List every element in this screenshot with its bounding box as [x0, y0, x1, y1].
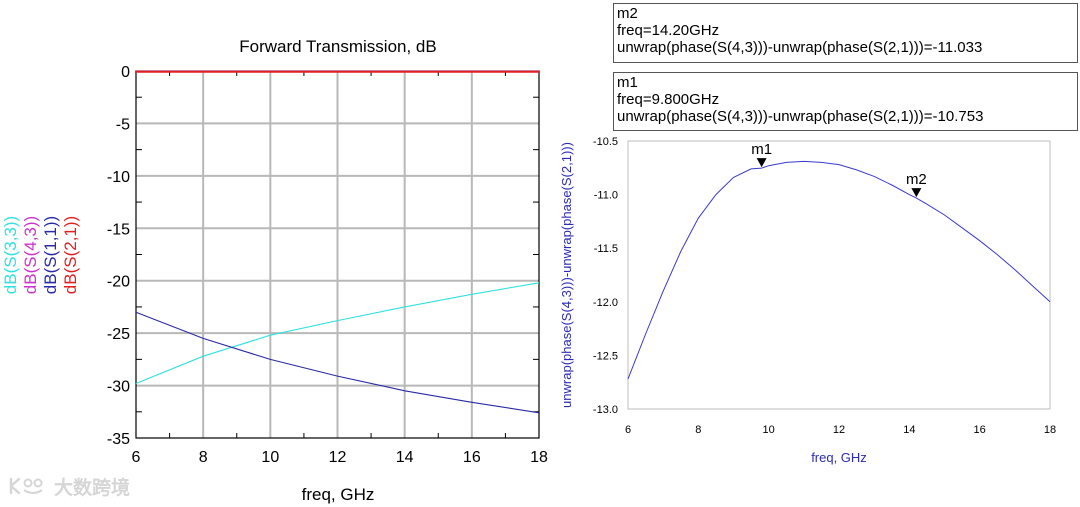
watermark: 大数跨境 — [8, 474, 131, 499]
left-x-axis-label: freq, GHz — [302, 485, 375, 504]
right-x-axis-label: freq, GHz — [811, 450, 867, 465]
series-line-dbs11 — [135, 311, 540, 414]
y-tick-label: -10 — [107, 169, 130, 186]
x-tick-label: 16 — [463, 449, 481, 466]
right-tick-labels: 6 8 10 12 14 16 18 -10.5 -11.0 -11.5 -12.0 -12.5 -13… — [593, 136, 1056, 436]
x-tick-label: 10 — [763, 424, 775, 436]
y-tick-label: -5 — [116, 116, 130, 133]
y-tick-label: -35 — [107, 431, 130, 448]
phase-difference-line — [627, 160, 1051, 380]
left-grid — [136, 71, 539, 438]
x-tick-label: 18 — [1044, 424, 1056, 436]
series-line-dbs33 — [135, 282, 540, 385]
marker-m2-triangle — [911, 188, 922, 198]
y-tick-label: -25 — [107, 326, 130, 343]
y-tick-label: -12.0 — [593, 297, 618, 309]
x-tick-label: 14 — [903, 424, 915, 436]
x-tick-label: 6 — [132, 449, 141, 466]
marker-name: m2 — [617, 5, 638, 22]
right-y-axis-label: unwrap(phase(S(4,3)))-unwrap(phase(S(2,1… — [559, 142, 574, 408]
marker-readout-m2: m2 freq=14.20GHz unwrap(phase(S(4,3)))-u… — [613, 3, 1078, 63]
marker-freq: freq=14.20GHz — [617, 22, 720, 39]
left-series — [135, 70, 540, 414]
y-axis-label-dbs33: dB(S(3,3)) — [1, 216, 20, 294]
left-y-axis-labels: dB(S(3,3)) dB(S(4,3)) dB(S(1,1)) dB(S(2,1)) — [1, 216, 80, 294]
y-tick-label: -20 — [107, 274, 130, 291]
y-axis-label-dbs11: dB(S(1,1)) — [41, 216, 60, 294]
marker-m1-label: m1 — [751, 141, 772, 158]
x-tick-label: 8 — [199, 449, 208, 466]
x-tick-label: 16 — [974, 424, 986, 436]
marker-name: m1 — [617, 74, 638, 91]
x-tick-label: 12 — [833, 424, 845, 436]
right-chart: 6 8 10 12 14 16 18 -10.5 -11.0 -11.5 -12.0 -12.5 -13… — [559, 136, 1056, 465]
y-tick-label: -12.5 — [593, 350, 618, 362]
left-chart-title: Forward Transmission, dB — [239, 37, 436, 56]
right-plot-frame — [627, 140, 1051, 410]
left-chart: Forward Transmission, dB 6 8 10 12 14 16 18 0 -5… — [1, 37, 548, 504]
y-axis-label-dbs21: dB(S(2,1)) — [61, 216, 80, 294]
right-markers: m1 m2 — [751, 141, 927, 198]
left-tick-labels: 6 8 10 12 14 16 18 0 -5 -10 -15 -20 -25 -30 -35 — [107, 64, 548, 466]
marker-freq: freq=9.800GHz — [617, 91, 720, 108]
y-tick-label: -11.5 — [594, 243, 618, 255]
x-tick-label: 8 — [695, 424, 701, 436]
x-tick-label: 18 — [530, 449, 548, 466]
marker-readout-m1: m1 freq=9.800GHz unwrap(phase(S(4,3)))-u… — [613, 72, 1078, 131]
y-tick-label: -30 — [107, 379, 130, 396]
x-tick-label: 6 — [625, 424, 631, 436]
y-tick-label: -11.0 — [594, 190, 618, 202]
x-tick-label: 12 — [329, 449, 347, 466]
y-axis-label-dbs43: dB(S(4,3)) — [21, 216, 40, 294]
marker-m1-triangle — [756, 158, 767, 168]
y-tick-label: -13.0 — [593, 404, 618, 416]
marker-m2-label: m2 — [906, 171, 927, 188]
y-tick-label: -10.5 — [593, 136, 618, 148]
x-tick-label: 14 — [396, 449, 414, 466]
y-tick-label: -15 — [107, 221, 130, 238]
watermark-text: 大数跨境 — [54, 476, 131, 499]
x-tick-label: 10 — [261, 449, 279, 466]
y-tick-label: 0 — [121, 64, 130, 81]
watermark-logo-icon — [9, 477, 43, 495]
marker-expression: unwrap(phase(S(4,3)))-unwrap(phase(S(2,1… — [617, 108, 984, 125]
right-series — [627, 160, 1051, 380]
marker-expression: unwrap(phase(S(4,3)))-unwrap(phase(S(2,1… — [617, 39, 983, 56]
